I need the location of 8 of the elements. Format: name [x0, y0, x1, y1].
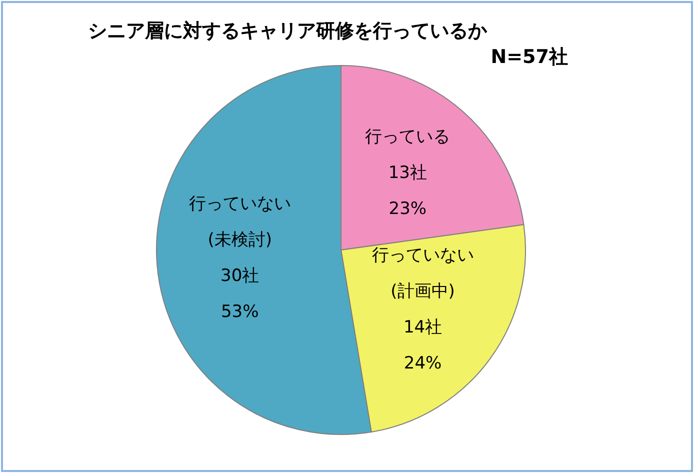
- chart-subtitle: N=57社: [490, 45, 568, 70]
- slice-label: 行っていない (計画中): [372, 246, 474, 302]
- slice-label: 行っている: [365, 126, 450, 147]
- data-label: 13社 23%: [388, 162, 427, 219]
- slice-label: 行っていない (未検討): [188, 194, 291, 250]
- data-label: 14社 24%: [403, 318, 442, 374]
- data-label: 30社 53%: [220, 266, 260, 322]
- chart-title: シニア層に対するキャリア研修を行っているか: [88, 19, 487, 44]
